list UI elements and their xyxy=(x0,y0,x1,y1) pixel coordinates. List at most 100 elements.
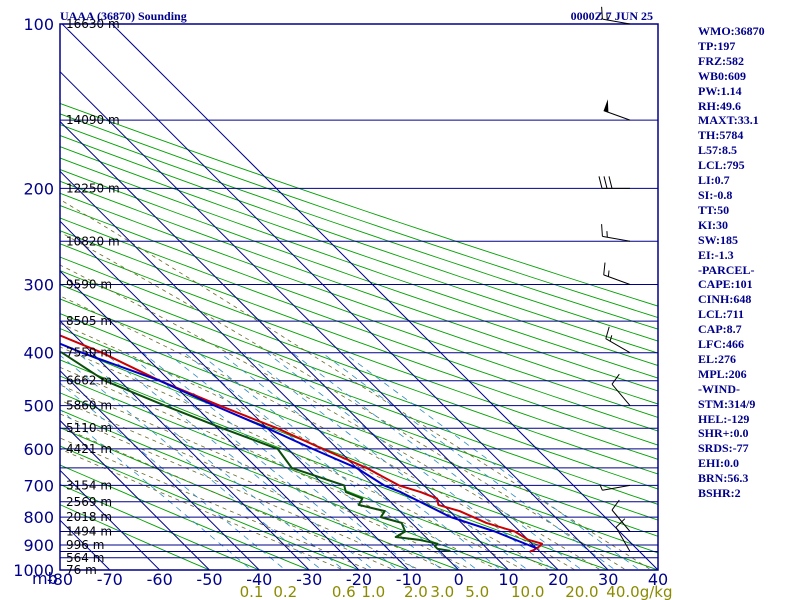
dry-adiabat xyxy=(60,427,411,570)
temperature-tick-label: -10 xyxy=(396,570,422,589)
sounding-indices-panel: WMO:36870 TP:197 FRZ:582 WB0:609 PW:1.14 RH:4… xyxy=(698,24,765,501)
dry-adiabat xyxy=(60,230,658,446)
mixing-ratio-label: 10.0 xyxy=(511,583,544,600)
height-label: 12250 m xyxy=(66,181,120,195)
temperature-tick-label: 40 xyxy=(648,570,668,589)
pressure-label: 500 xyxy=(23,397,54,416)
index-item: EHI:0.0 xyxy=(698,456,740,471)
height-label: 3154 m xyxy=(66,478,112,492)
temperature-tick-label: -50 xyxy=(196,570,222,589)
index-item: PW:1.14 xyxy=(698,83,742,98)
mixing-ratio-line xyxy=(266,352,555,570)
sounding-lines xyxy=(60,334,543,553)
index-item: TH:5784 xyxy=(698,128,744,143)
dry-adiabat xyxy=(60,243,658,460)
mixing-ratio-label: 0.1 xyxy=(240,583,264,600)
index-item: LCL:795 xyxy=(698,158,745,173)
dry-adiabat xyxy=(60,169,658,379)
index-item: LI:0.7 xyxy=(698,173,730,188)
dry-adiabat xyxy=(60,359,610,570)
plot-frame xyxy=(59,23,659,571)
dry-adiabat xyxy=(60,284,658,505)
isotherm xyxy=(60,70,559,570)
temperature-tick-label: 20 xyxy=(548,570,568,589)
index-item: SW:185 xyxy=(698,232,739,247)
isotherm xyxy=(60,220,410,570)
wind-barb xyxy=(611,499,631,532)
dry-adiabat xyxy=(60,124,658,330)
temperature-axis-labels: -80 -70 -60 -50 -40 -30 -20 -10 0 10 20 30 40 xyxy=(47,570,668,589)
wind-barb xyxy=(599,484,631,491)
index-item: EL:276 xyxy=(698,351,737,366)
temperature-tick-label: -40 xyxy=(246,570,272,589)
dry-adiabat xyxy=(60,483,261,570)
wind-barb xyxy=(605,326,631,354)
pressure-label: 700 xyxy=(23,476,54,495)
index-item: CINH:648 xyxy=(698,292,752,307)
mixing-ratio-label: 0.6 xyxy=(332,583,356,600)
index-item: TP:197 xyxy=(698,38,736,53)
index-item: SI:-0.8 xyxy=(698,187,733,202)
mixing-ratio-line xyxy=(166,352,443,570)
pressure-label: 400 xyxy=(23,344,54,363)
wind-barb xyxy=(603,99,631,121)
index-item: MAXT:33.1 xyxy=(698,113,759,128)
mixing-ratio-label: 0.2 xyxy=(273,583,297,600)
index-item: L57:8.5 xyxy=(698,143,737,158)
pressure-label: 100 xyxy=(23,15,54,34)
height-label: 7550 m xyxy=(66,346,112,360)
index-item: MPL:206 xyxy=(698,366,747,381)
isotherm xyxy=(60,369,260,570)
wind-barb xyxy=(601,6,631,25)
dry-adiabat xyxy=(60,256,658,475)
moist-adiabat xyxy=(60,231,627,570)
temperature-tick-label: 0 xyxy=(454,570,464,589)
height-label: 9590 m xyxy=(66,278,112,292)
isotherm xyxy=(60,120,509,570)
height-labels: 16630 m 14090 m 12250 m 10820 m 9590 m 8505 m… xyxy=(66,17,120,577)
height-label: 996 m xyxy=(66,538,104,552)
mixing-ratio-line xyxy=(126,352,399,570)
index-item: BRN:56.3 xyxy=(698,471,749,486)
pressure-unit-label: mb xyxy=(32,569,58,588)
pressure-axis-labels: 100 200 300 400 500 600 700 800 900 1000 xyxy=(13,15,54,580)
index-item: -PARCEL- xyxy=(698,262,755,277)
moist-adiabat xyxy=(60,199,653,570)
chart-timestamp: 0000Z 7 JUN 25 xyxy=(571,9,653,23)
pressure-label: 200 xyxy=(23,179,54,198)
height-label: 2569 m xyxy=(66,495,112,509)
index-item: SHR+:0.0 xyxy=(698,426,749,441)
moist-adiabat xyxy=(60,448,345,570)
index-item: SRDS:-77 xyxy=(698,441,749,456)
mixing-ratio-label: 1.0 xyxy=(361,583,385,600)
height-label: 8505 m xyxy=(66,314,112,328)
dry-adiabat xyxy=(60,102,658,307)
mixing-ratio-label: 20.0 xyxy=(565,583,598,600)
mixing-ratio-label: 2.0 xyxy=(404,583,428,600)
index-item: CAPE:101 xyxy=(698,277,753,292)
index-item: LCL:711 xyxy=(698,307,745,322)
temperature-tick-label: -70 xyxy=(97,570,123,589)
mixing-ratio-line xyxy=(142,352,417,570)
index-item: KI:30 xyxy=(698,217,728,232)
index-item: FRZ:582 xyxy=(698,53,744,68)
height-label: 564 m xyxy=(66,551,104,565)
grid-lines xyxy=(60,24,658,570)
isotherm xyxy=(60,320,310,570)
temperature-line xyxy=(60,334,543,553)
index-item: BSHR:2 xyxy=(698,486,741,501)
moist-adiabat xyxy=(60,264,602,570)
dry-adiabat xyxy=(60,270,658,490)
parcel-line xyxy=(60,342,537,550)
pressure-label: 800 xyxy=(23,508,54,527)
isotherm xyxy=(60,270,360,570)
mixing-ratio-line xyxy=(60,382,286,570)
index-item: WMO:36870 xyxy=(698,24,765,38)
mixing-ratio-label: 5.0 xyxy=(465,583,489,600)
mixing-ratio-line xyxy=(292,352,583,570)
height-label: 4421 m xyxy=(66,442,112,456)
isotherm xyxy=(60,170,460,570)
dewpoint-line xyxy=(60,350,451,553)
